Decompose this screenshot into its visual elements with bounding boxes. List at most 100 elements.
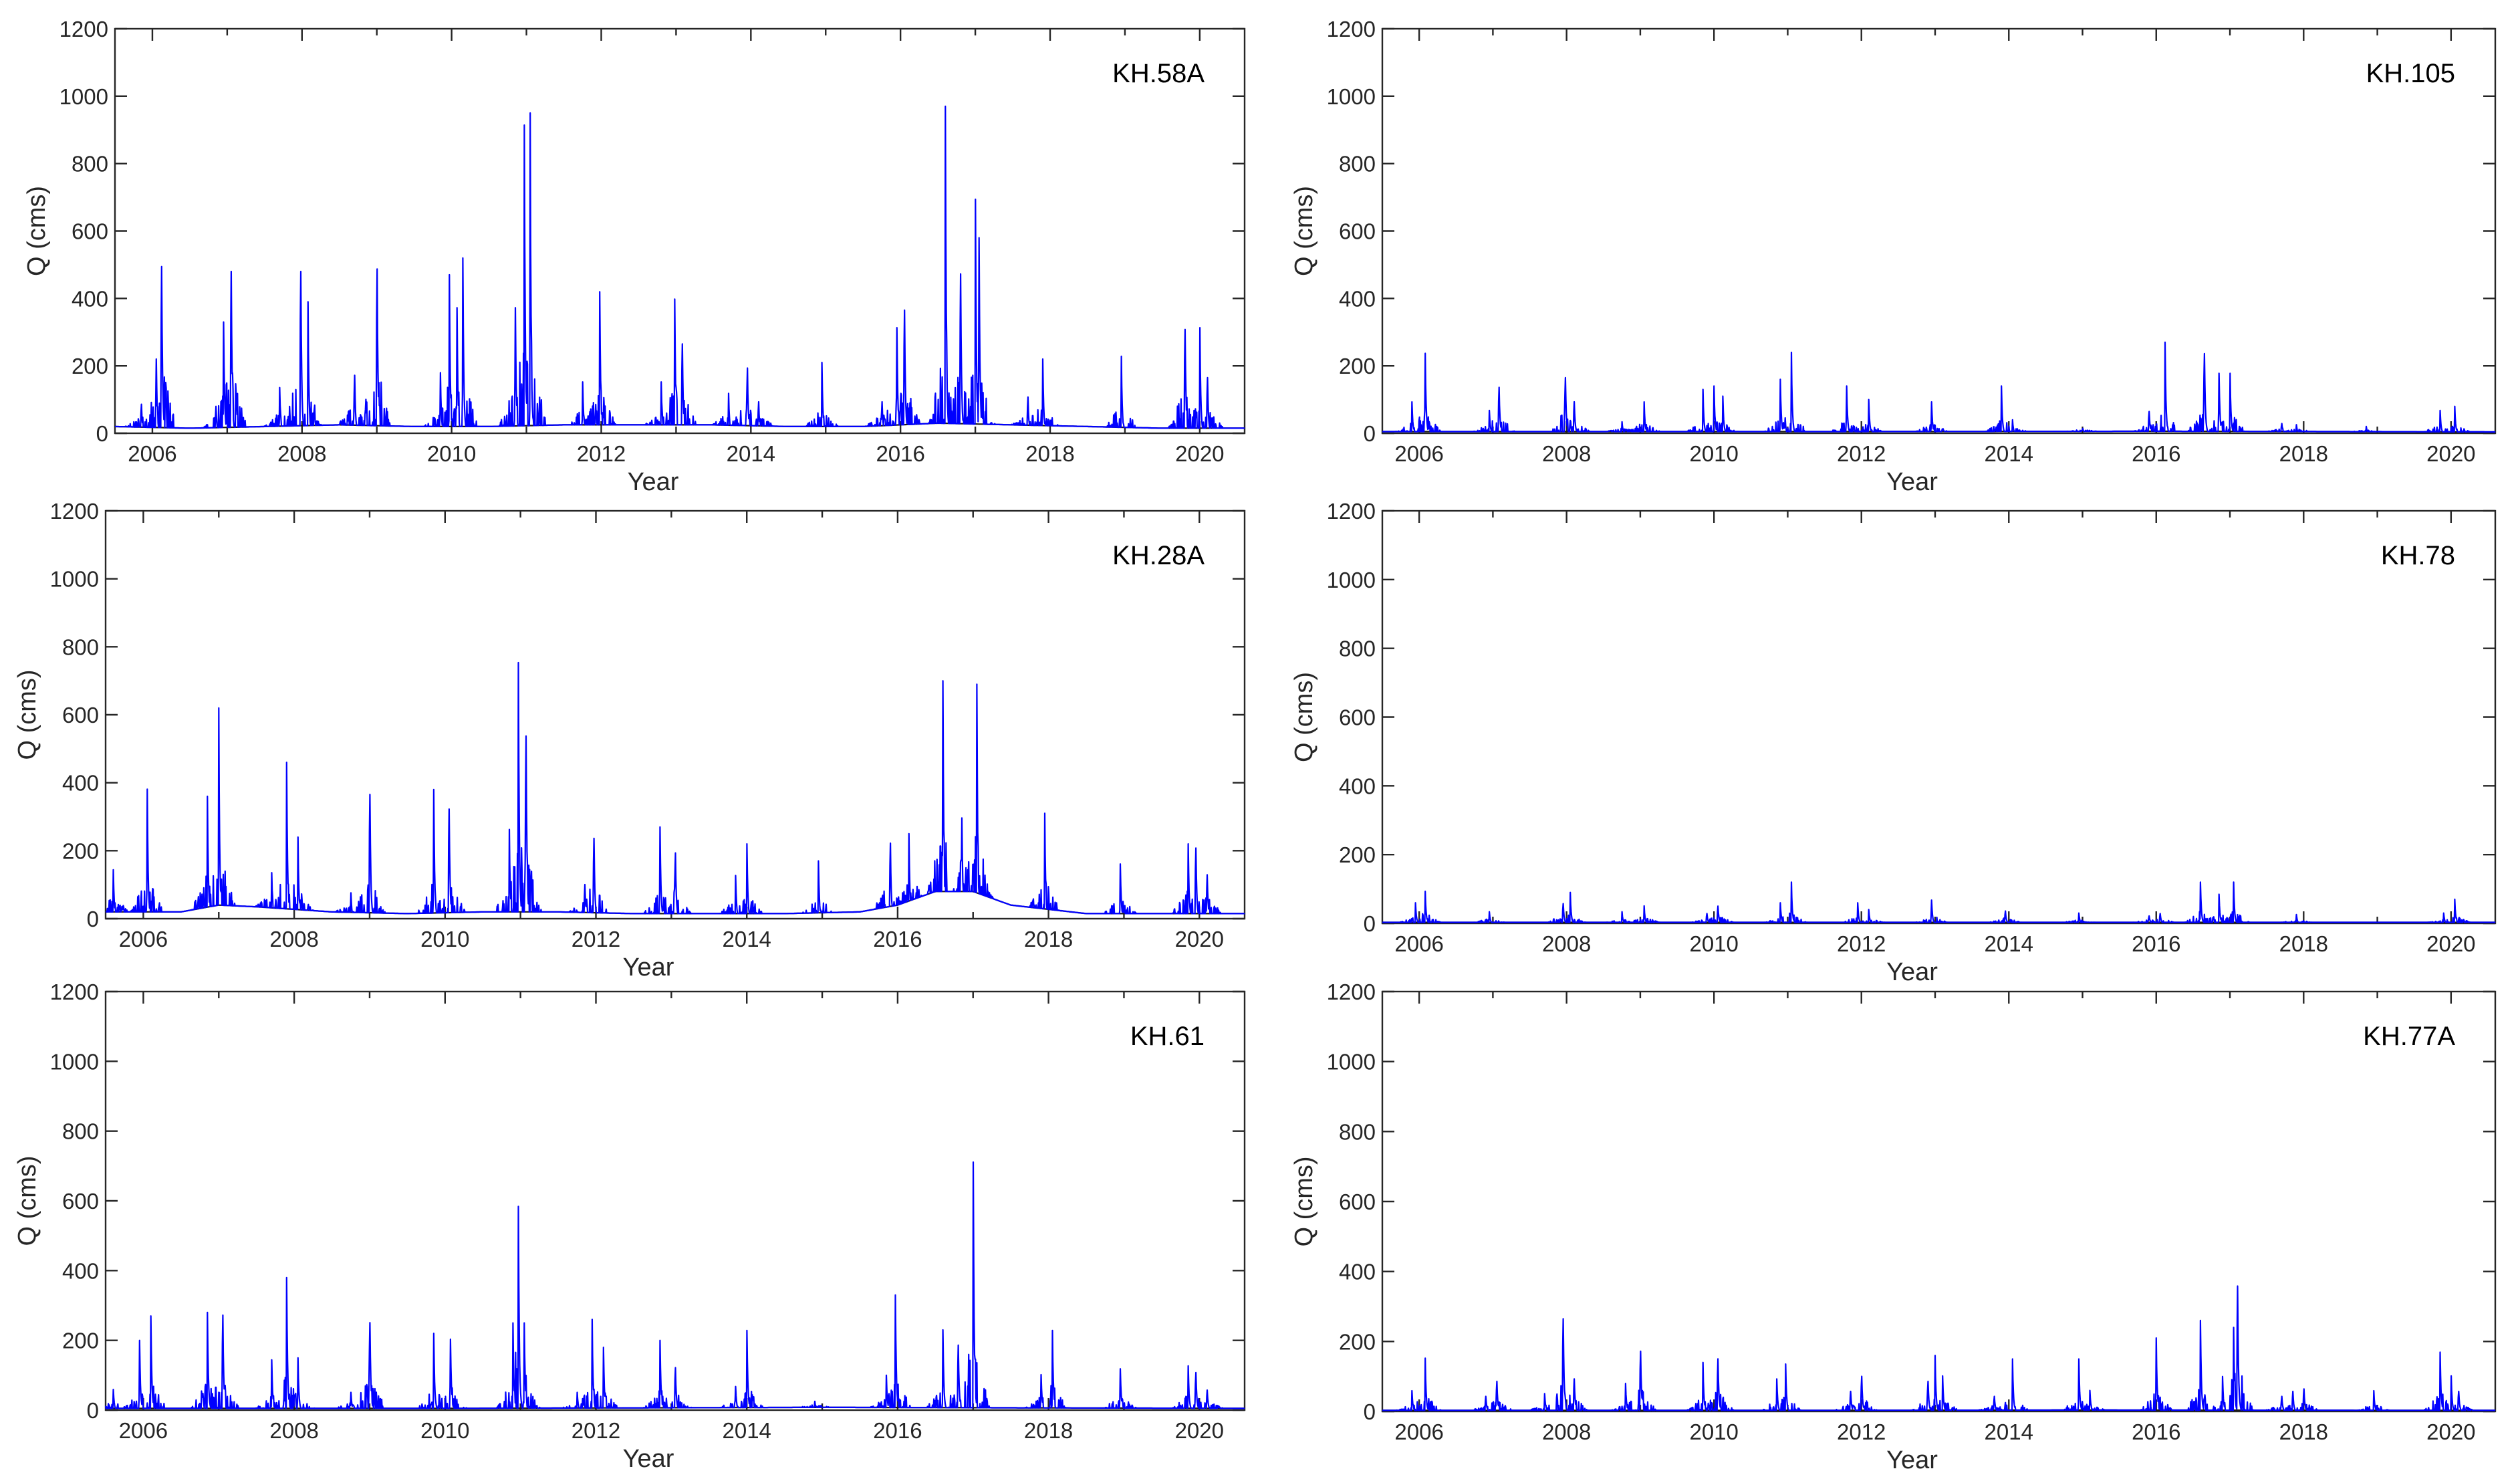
chart-panel: 0 200 400 600 800 1000 1200 2006 2008 2010 2012 201… [13,980,1246,1473]
x-tick-label: 2010 [1689,931,1738,956]
x-tick-label: 2006 [1394,931,1443,956]
y-tick-label: 800 [62,1119,99,1144]
y-tick-label: 0 [1364,1399,1376,1424]
discharge-series [104,1161,1245,1409]
x-tick-label: 2018 [1025,441,1074,466]
plot-area-frame [1381,990,2497,1413]
discharge-series [1382,341,2496,433]
x-tick-label: 2016 [876,441,924,466]
y-tick-label: 1000 [50,1049,99,1074]
y-tick-label: 1200 [1327,980,1376,1004]
y-tick-label: 0 [96,421,108,446]
x-tick-label: 2018 [2279,1419,2328,1444]
x-tick-label: 2014 [722,1418,771,1443]
y-tick-label: 1200 [50,980,99,1004]
station-label: KH.105 [2366,59,2455,88]
y-tick-label: 800 [1339,152,1376,177]
y-tick-label: 600 [1339,219,1376,244]
x-tick-label: 2014 [1985,1419,2033,1444]
y-tick-label: 1200 [1327,499,1376,524]
x-axis-label: Year [1886,958,1938,986]
y-axis-label: Q (cms) [13,1155,41,1246]
x-tick-label: 2012 [572,927,620,951]
x-tick-label: 2008 [1542,1419,1591,1444]
y-tick-label: 1000 [1327,1050,1376,1074]
y-tick-label: 800 [1339,1119,1376,1144]
x-tick-label: 2008 [277,441,326,466]
x-tick-label: 2020 [2426,441,2475,466]
x-tick-label: 2016 [2132,931,2180,956]
x-tick-label: 2016 [873,1418,922,1443]
y-tick-label: 800 [62,635,99,659]
x-tick-label: 2012 [572,1418,620,1443]
x-tick-label: 2016 [873,927,922,951]
y-tick-label: 600 [72,219,108,244]
discharge-series [1382,881,2496,923]
x-axis-label: Year [1886,1446,1938,1474]
x-tick-label: 2018 [2279,931,2328,956]
y-tick-label: 800 [72,152,108,177]
x-tick-label: 2014 [722,927,771,951]
x-tick-label: 2020 [2426,1419,2475,1444]
x-tick-label: 2014 [727,441,775,466]
y-tick-label: 800 [1339,637,1376,661]
y-axis-label: Q (cms) [1290,672,1318,762]
plot-area-frame [1381,509,2497,925]
y-tick-label: 600 [62,703,99,727]
x-tick-label: 2020 [1175,441,1224,466]
x-tick-label: 2010 [420,927,469,951]
y-tick-label: 1200 [50,499,99,524]
x-tick-label: 2016 [2132,441,2180,466]
y-tick-label: 200 [72,354,108,378]
y-tick-label: 0 [1364,911,1376,936]
x-tick-label: 2018 [2279,441,2328,466]
y-tick-label: 1200 [59,17,108,41]
x-tick-label: 2006 [1394,1419,1443,1444]
y-tick-label: 0 [87,907,99,931]
station-label: KH.58A [1112,59,1205,88]
x-tick-label: 2008 [269,1418,318,1443]
y-tick-label: 600 [62,1189,99,1214]
y-axis-label: Q (cms) [13,669,41,760]
x-tick-label: 2008 [1542,931,1591,956]
x-tick-label: 2016 [2132,1419,2180,1444]
y-tick-label: 1000 [59,84,108,109]
y-tick-label: 200 [62,838,99,863]
plot-area-frame [1381,27,2497,435]
y-tick-label: 1200 [1327,17,1376,41]
y-tick-label: 400 [1339,286,1376,311]
y-tick-label: 0 [87,1398,99,1423]
x-axis-label: Year [623,953,674,982]
x-tick-label: 2008 [269,927,318,951]
x-tick-label: 2012 [1837,1419,1886,1444]
x-tick-label: 2012 [1837,931,1886,956]
x-tick-label: 2014 [1985,441,2033,466]
station-label: KH.28A [1112,541,1205,570]
x-tick-label: 2012 [577,441,626,466]
y-tick-label: 200 [1339,1329,1376,1354]
x-tick-label: 2010 [1689,1419,1738,1444]
y-axis-label: Q (cms) [1290,186,1318,276]
y-tick-label: 200 [1339,354,1376,378]
y-tick-label: 400 [62,1258,99,1283]
station-label: KH.77A [2363,1022,2455,1051]
discharge-series [114,105,1245,429]
station-label: KH.61 [1130,1022,1205,1051]
y-tick-label: 1000 [1327,84,1376,109]
y-tick-label: 400 [62,771,99,796]
x-tick-label: 2006 [119,927,168,951]
y-axis-label: Q (cms) [1290,1156,1318,1246]
y-tick-label: 400 [72,286,108,311]
chart-panel: 0 200 400 600 800 1000 1200 2006 2008 2010 2012 201… [13,499,1246,982]
chart-panel: 0 200 400 600 800 1000 1200 2006 2008 2010 2012 201… [1290,980,2497,1474]
x-axis-label: Year [1886,468,1938,496]
x-tick-label: 2020 [2426,931,2475,956]
x-tick-label: 2018 [1024,1418,1073,1443]
x-axis-label: Year [628,468,679,496]
x-tick-label: 2006 [128,441,176,466]
x-tick-label: 2018 [1024,927,1073,951]
y-tick-label: 1000 [50,567,99,592]
x-tick-label: 2020 [1175,1418,1224,1443]
x-tick-label: 2020 [1175,927,1224,951]
